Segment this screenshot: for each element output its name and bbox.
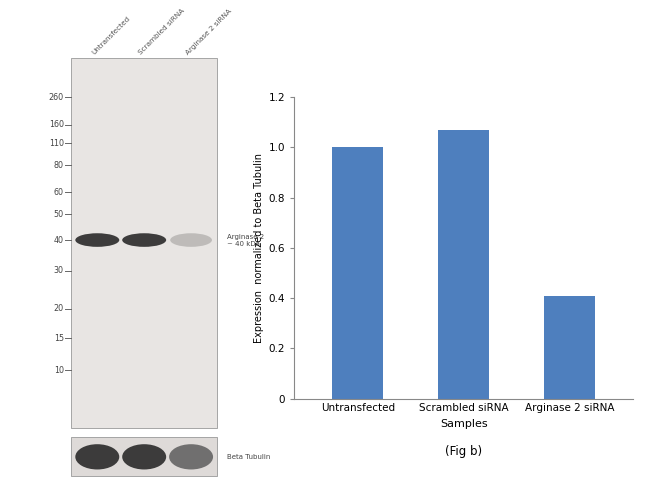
Text: Arginase 2 siRNA: Arginase 2 siRNA [185, 8, 233, 56]
Text: 20: 20 [54, 304, 64, 313]
Text: Beta Tubulin: Beta Tubulin [227, 454, 270, 460]
Text: Arginase 2
~ 40 kDa: Arginase 2 ~ 40 kDa [227, 234, 264, 246]
Bar [71, 58, 218, 428]
Text: 10: 10 [54, 366, 64, 375]
Ellipse shape [169, 444, 213, 469]
Text: 15: 15 [54, 334, 64, 343]
Bar [71, 437, 218, 476]
Text: 60: 60 [54, 188, 64, 196]
Ellipse shape [75, 233, 119, 247]
Ellipse shape [122, 233, 166, 247]
Ellipse shape [75, 444, 119, 469]
Ellipse shape [122, 444, 166, 469]
Text: 30: 30 [54, 266, 64, 275]
Text: 80: 80 [54, 161, 64, 170]
Text: 160: 160 [49, 121, 64, 129]
Text: 40: 40 [54, 236, 64, 244]
Text: 110: 110 [49, 139, 64, 148]
Text: 50: 50 [54, 209, 64, 219]
Text: Scrambled siRNA: Scrambled siRNA [138, 8, 186, 56]
Ellipse shape [170, 233, 212, 247]
Text: 260: 260 [49, 93, 64, 102]
Text: (Fig b): (Fig b) [445, 446, 482, 458]
Text: Untransfected: Untransfected [91, 16, 131, 56]
